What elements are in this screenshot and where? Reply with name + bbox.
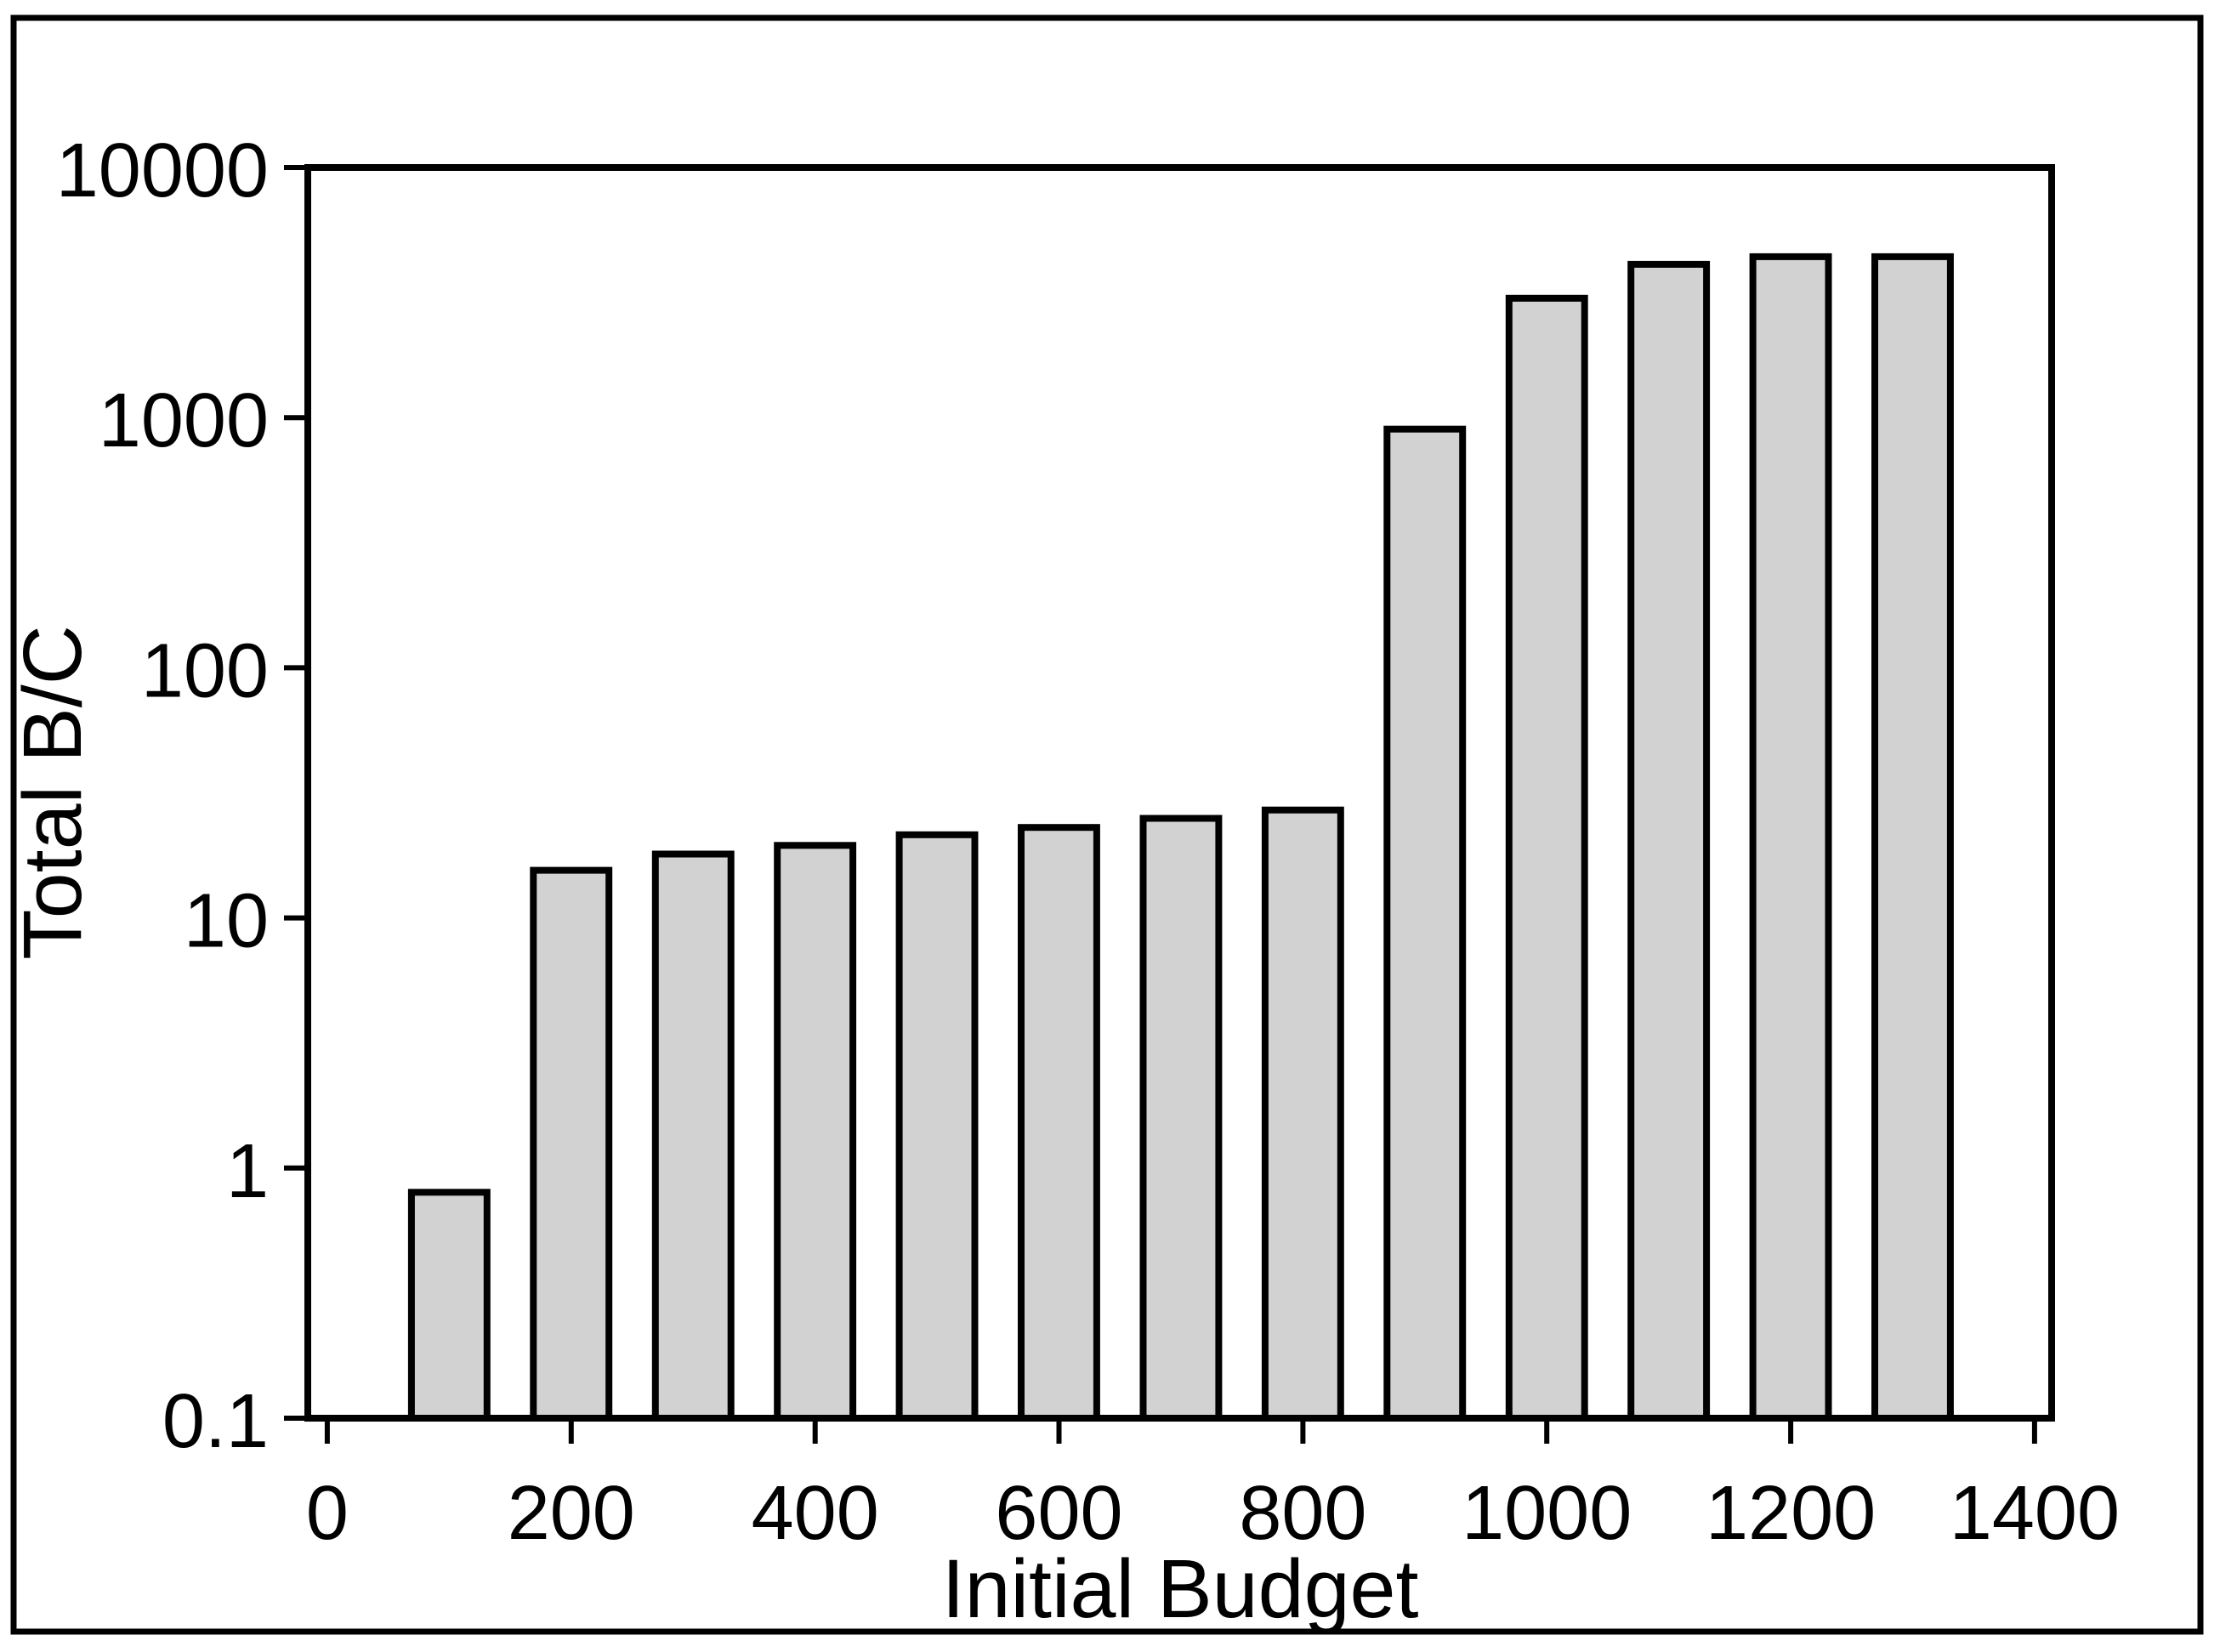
- bars-layer: [407, 253, 1954, 1422]
- bar-x-300: [651, 850, 735, 1422]
- y-tick-label-1000: 1000: [99, 378, 269, 463]
- bar-x-800: [1261, 806, 1344, 1422]
- x-tick-label-600: 600: [995, 1471, 1122, 1556]
- x-tick-label-400: 400: [752, 1471, 879, 1556]
- x-tick-label-200: 200: [508, 1471, 635, 1556]
- bar-x-1100: [1627, 260, 1711, 1422]
- y-tick-label-10: 10: [184, 879, 269, 964]
- y-axis-title: Total B/C: [6, 625, 99, 960]
- bar-x-100: [407, 1189, 491, 1422]
- x-tick-label-1400: 1400: [1950, 1471, 2120, 1556]
- x-tick-label-1200: 1200: [1706, 1471, 1876, 1556]
- bar-x-400: [774, 842, 857, 1422]
- y-tick-label-0.1: 0.1: [162, 1379, 269, 1464]
- bar-x-700: [1139, 815, 1223, 1422]
- axes-layer: 0.1 1 10 100 1000 10000 0 200 400 600 800 1000 1200 1…: [56, 128, 2120, 1556]
- bar-x-1000: [1505, 294, 1588, 1422]
- bar-x-200: [530, 866, 613, 1422]
- plot-frame: [304, 164, 2055, 1422]
- bar-x-1200: [1749, 253, 1832, 1422]
- x-tick-label-0: 0: [306, 1471, 349, 1556]
- x-tick-label-800: 800: [1239, 1471, 1366, 1556]
- outer-border: [10, 14, 2204, 1635]
- x-axis-title: Initial Budget: [942, 1542, 1419, 1635]
- bar-x-500: [895, 831, 979, 1422]
- y-tick-label-10000: 10000: [56, 128, 269, 213]
- bar-x-900: [1383, 425, 1467, 1422]
- y-tick-label-1: 1: [226, 1129, 269, 1214]
- x-tick-label-1000: 1000: [1462, 1471, 1632, 1556]
- bar-x-1300: [1871, 253, 1954, 1422]
- bar-x-600: [1018, 824, 1100, 1422]
- y-tick-label-100: 100: [141, 628, 269, 713]
